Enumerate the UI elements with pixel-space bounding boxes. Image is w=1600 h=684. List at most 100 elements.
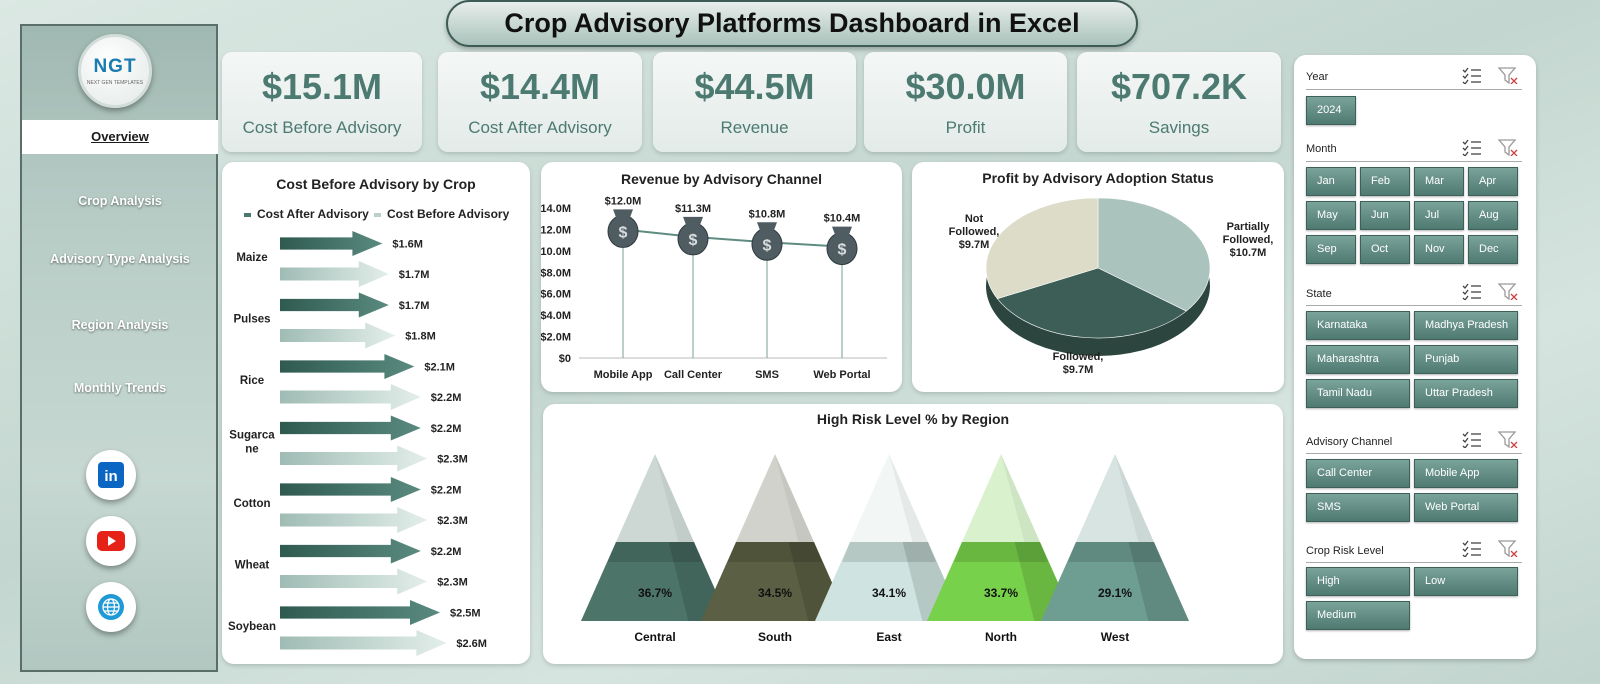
pyramid-west[interactable]	[1041, 454, 1189, 621]
logo-subtext: NEXT GEN TEMPLATES	[86, 80, 144, 86]
divider	[1306, 562, 1522, 563]
linkedin-button[interactable]: in	[86, 450, 136, 500]
bar-cost-before[interactable]	[280, 322, 396, 349]
slicer-item-risk-high[interactable]: High	[1306, 567, 1410, 596]
nav-region-analysis[interactable]: Region Analysis	[71, 318, 169, 332]
pie-slice-followed[interactable]	[996, 267, 1187, 339]
revenue-plot: $0 $2.0M $4.0M $6.0M $8.0M $10.0M $12.0M $14.0M…	[541, 195, 887, 381]
multi-select-icon[interactable]	[1462, 66, 1482, 84]
profit-pie-plot: PartiallyFollowed,$10.7MFollowed,$9.7MNo…	[949, 197, 1273, 376]
kpi-cost-after: $14.4M Cost After Advisory	[438, 52, 642, 152]
pie-label: $9.7M	[1063, 364, 1094, 376]
data-label: $2.2M	[431, 392, 462, 404]
multi-select-icon[interactable]	[1462, 430, 1482, 448]
data-label: $2.6M	[456, 638, 487, 650]
legend-label: Cost Before Advisory	[387, 207, 510, 221]
nav-advisory-type-analysis[interactable]: Advisory Type Analysis	[50, 252, 190, 266]
slicer-item-month-jul[interactable]: Jul	[1414, 201, 1464, 230]
bar-cost-before[interactable]	[280, 630, 447, 656]
slicer-item-month-nov[interactable]: Nov	[1414, 235, 1464, 264]
money-bag-icon[interactable]: $	[751, 222, 783, 261]
category-label: Cotton	[233, 498, 270, 510]
slicer-item-state-uttar-pradesh[interactable]: Uttar Pradesh	[1414, 379, 1518, 408]
slicer-item-state-madhya-pradesh[interactable]: Madhya Pradesh	[1414, 311, 1518, 340]
slicer-item-month-oct[interactable]: Oct	[1360, 235, 1410, 264]
bar-cost-before[interactable]	[280, 445, 428, 472]
slicer-item-month-jun[interactable]: Jun	[1360, 201, 1410, 230]
kpi-value: $15.1M	[261, 66, 383, 107]
money-bag-icon[interactable]: $	[826, 226, 858, 266]
cost-by-crop-plot: Cost After Advisory Cost Before Advisory M…	[228, 207, 510, 656]
y-tick-label: $10.0M	[541, 246, 571, 258]
pie-slice-partially-followed[interactable]	[1097, 197, 1211, 312]
y-tick-label: $14.0M	[541, 203, 571, 215]
data-label: 29.1%	[1098, 586, 1132, 600]
slicer-item-month-may[interactable]: May	[1306, 201, 1356, 230]
x-tick-label: Mobile App	[594, 369, 653, 381]
pie-slice-not-followed[interactable]	[985, 197, 1099, 300]
svg-text:$: $	[838, 242, 847, 259]
clear-filter-icon[interactable]	[1498, 539, 1518, 557]
y-tick-label: $4.0M	[541, 310, 571, 322]
website-button[interactable]	[86, 582, 136, 632]
nav-crop-analysis[interactable]: Crop Analysis	[78, 194, 162, 208]
clear-filter-icon[interactable]	[1498, 282, 1518, 300]
legend-label: Cost After Advisory	[257, 207, 369, 221]
slicer-item-channel-sms[interactable]: SMS	[1306, 493, 1410, 522]
divider	[1306, 89, 1522, 90]
slicer-panel: Year Month State Advisory Channel Crop R…	[1294, 55, 1536, 659]
bar-cost-before[interactable]	[280, 384, 421, 410]
slicer-item-state-tamil-nadu[interactable]: Tamil Nadu	[1306, 379, 1410, 408]
youtube-button[interactable]	[86, 516, 136, 566]
slicer-item-channel-call-center[interactable]: Call Center	[1306, 459, 1410, 488]
slicer-item-risk-low[interactable]: Low	[1414, 567, 1518, 596]
slicer-item-state-maharashtra[interactable]: Maharashtra	[1306, 345, 1410, 374]
kpi-label: Profit	[945, 118, 986, 137]
pyramid-south[interactable]	[701, 454, 849, 621]
bar-cost-after[interactable]	[280, 354, 415, 379]
data-label: $1.7M	[399, 269, 430, 281]
clear-filter-icon[interactable]	[1498, 430, 1518, 448]
bar-cost-before[interactable]	[280, 507, 428, 533]
slicer-item-month-sep[interactable]: Sep	[1306, 235, 1356, 264]
slicer-item-state-punjab[interactable]: Punjab	[1414, 345, 1518, 374]
bar-cost-after[interactable]	[280, 415, 421, 441]
slicer-item-month-dec[interactable]: Dec	[1468, 235, 1518, 264]
slicer-item-channel-mobile-app[interactable]: Mobile App	[1414, 459, 1518, 488]
multi-select-icon[interactable]	[1462, 138, 1482, 156]
clear-filter-icon[interactable]	[1498, 138, 1518, 156]
data-label: $2.3M	[437, 515, 468, 527]
ngt-logo[interactable]: NGT NEXT GEN TEMPLATES	[78, 34, 152, 108]
money-bag-icon[interactable]: $	[677, 216, 709, 256]
nav-overview[interactable]: Overview	[22, 120, 218, 154]
x-tick-label: Call Center	[664, 369, 723, 381]
multi-select-icon[interactable]	[1462, 282, 1482, 300]
pyramid-north[interactable]	[927, 454, 1075, 621]
money-bag-icon[interactable]: $	[607, 209, 639, 248]
bar-cost-after[interactable]	[280, 538, 421, 564]
bar-cost-after[interactable]	[280, 477, 421, 502]
slicer-item-month-feb[interactable]: Feb	[1360, 167, 1410, 196]
data-label: $10.8M	[749, 208, 786, 220]
high-risk-plot: 36.7% Central 34.5% South 34.1% East 33.7% Nort…	[581, 454, 1189, 644]
pie-label: $10.7M	[1230, 247, 1267, 259]
slicer-item-state-karnataka[interactable]: Karnataka	[1306, 311, 1410, 340]
nav-monthly-trends[interactable]: Monthly Trends	[73, 381, 167, 395]
bar-cost-after[interactable]	[280, 292, 389, 318]
category-label: Soybean	[228, 621, 276, 633]
slicer-item-month-jan[interactable]: Jan	[1306, 167, 1356, 196]
slicer-item-month-apr[interactable]: Apr	[1468, 167, 1518, 196]
pyramid-east[interactable]	[815, 454, 963, 621]
slicer-item-risk-medium[interactable]: Medium	[1306, 601, 1410, 630]
multi-select-icon[interactable]	[1462, 539, 1482, 557]
slicer-item-month-aug[interactable]: Aug	[1468, 201, 1518, 230]
slicer-item-year-2024[interactable]: 2024	[1306, 96, 1356, 125]
slicer-item-month-mar[interactable]: Mar	[1414, 167, 1464, 196]
bar-cost-after[interactable]	[280, 600, 440, 625]
bar-cost-before[interactable]	[280, 568, 428, 595]
clear-filter-icon[interactable]	[1498, 66, 1518, 84]
slicer-item-channel-web-portal[interactable]: Web Portal	[1414, 493, 1518, 522]
bar-cost-before[interactable]	[280, 261, 389, 287]
logo-text: NGT	[93, 56, 137, 77]
bar-cost-after[interactable]	[280, 231, 383, 256]
